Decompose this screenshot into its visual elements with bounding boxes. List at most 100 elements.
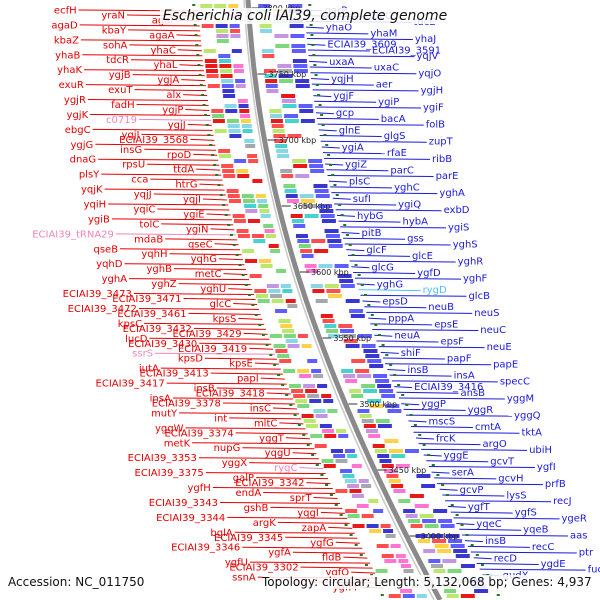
- feature-block: [367, 359, 382, 363]
- gene-leader-line: [204, 357, 277, 360]
- genome-backbone: [245, 0, 443, 600]
- feature-block: [266, 89, 279, 93]
- forward-gene-label: ssrS: [132, 349, 153, 360]
- kbp-tick-label: 3550 kbp: [333, 334, 371, 343]
- feature-block: [343, 339, 358, 343]
- gene-leader-line: [292, 452, 317, 455]
- gene-leader-line: [155, 352, 276, 355]
- forward-gene-label: ECIAI39_3344: [156, 513, 225, 524]
- track-dot: [192, 4, 196, 6]
- gene-leader-line: [326, 169, 389, 172]
- gene-leader-line: [356, 283, 375, 286]
- track-dot: [475, 554, 479, 556]
- feature-block: [324, 229, 339, 233]
- feature-block: [318, 264, 333, 268]
- gene-leader-line: [376, 340, 439, 343]
- reverse-gene-label: folB: [426, 120, 445, 131]
- reverse-gene-label: lysS: [506, 491, 526, 502]
- gene-leader-line: [428, 465, 535, 468]
- gene-leader-line: [172, 397, 293, 400]
- gene-leader-line: [328, 526, 353, 529]
- gene-leader-line: [335, 541, 360, 544]
- gene-leader-line: [459, 528, 522, 531]
- track-dot: [343, 224, 347, 226]
- track-dot: [195, 44, 199, 46]
- feature-block: [236, 229, 249, 233]
- forward-gene-label: ECIAI39_3473: [63, 289, 132, 300]
- gene-leader-line: [344, 243, 451, 246]
- track-dot: [344, 524, 348, 526]
- gene-leader-line: [318, 129, 337, 132]
- feature-block: [308, 159, 323, 163]
- feature-block: [298, 104, 313, 108]
- track-dot: [345, 234, 349, 236]
- reverse-gene-label: gcvP: [460, 485, 484, 496]
- gene-leader-line: [305, 26, 324, 29]
- forward-gene-label: papI: [237, 374, 259, 385]
- track-dot: [351, 254, 355, 256]
- feature-block: [379, 459, 392, 463]
- reverse-gene-label: insB: [407, 365, 428, 376]
- feature-block: [363, 389, 378, 393]
- feature-block: [245, 209, 258, 213]
- feature-block: [273, 134, 286, 138]
- feature-block: [395, 464, 410, 468]
- feature-block: [328, 244, 343, 248]
- feature-block: [302, 204, 317, 208]
- forward-gene-label: ttdA: [173, 165, 194, 176]
- feature-block: [237, 234, 250, 238]
- feature-block: [366, 524, 379, 528]
- reverse-gene-label: yggR: [468, 405, 494, 416]
- feature-block: [307, 359, 318, 363]
- gene-leader-line: [173, 268, 246, 271]
- reverse-gene-label: yghS: [453, 239, 478, 250]
- gene-leader-line: [368, 317, 387, 320]
- feature-block: [262, 54, 275, 58]
- gene-leader-line: [263, 492, 336, 495]
- feature-block: [212, 119, 225, 123]
- feature-block: [385, 404, 400, 408]
- reverse-gene-label: cmtA: [475, 422, 501, 433]
- gene-leader-line: [272, 407, 298, 410]
- gene-leader-line: [306, 32, 369, 35]
- gene-leader-line: [362, 300, 381, 303]
- feature-block: [223, 94, 236, 98]
- track-dot: [349, 534, 353, 536]
- forward-gene-label: rpsU: [122, 160, 145, 171]
- feature-block: [345, 509, 358, 513]
- reverse-gene-label: papE: [493, 359, 518, 370]
- gene-leader-line: [322, 152, 385, 155]
- gene-leader-line: [299, 467, 324, 470]
- feature-block: [373, 509, 384, 513]
- feature-block: [390, 544, 401, 548]
- feature-block: [271, 124, 284, 128]
- track-dot: [273, 364, 277, 366]
- track-dot: [318, 104, 322, 106]
- feature-block: [381, 394, 396, 398]
- forward-gene-label: int: [214, 413, 227, 424]
- feature-block: [291, 49, 306, 53]
- forward-gene-label: plsY: [79, 170, 100, 181]
- gene-leader-line: [385, 363, 492, 366]
- feature-block: [415, 534, 428, 538]
- feature-block: [386, 474, 399, 478]
- gene-leader-line: [210, 372, 283, 375]
- feature-block: [359, 414, 372, 418]
- reverse-gene-label: glnE: [339, 125, 361, 136]
- forward-gene-label: yghU: [200, 284, 226, 295]
- gene-leader-line: [235, 432, 308, 435]
- forward-gene-label: yhaB: [55, 50, 80, 61]
- feature-block: [277, 64, 292, 68]
- gene-leader-line: [335, 209, 442, 212]
- feature-block: [214, 4, 227, 8]
- track-dot: [261, 334, 265, 336]
- feature-block: [330, 449, 343, 453]
- feature-block: [344, 479, 357, 483]
- feature-block: [433, 569, 446, 573]
- feature-block: [221, 164, 234, 168]
- forward-gene-label: ygfU: [225, 558, 248, 569]
- gene-leader-line: [92, 128, 213, 131]
- feature-block: [421, 484, 436, 488]
- feature-block: [255, 194, 266, 198]
- gene-leader-line: [470, 551, 577, 554]
